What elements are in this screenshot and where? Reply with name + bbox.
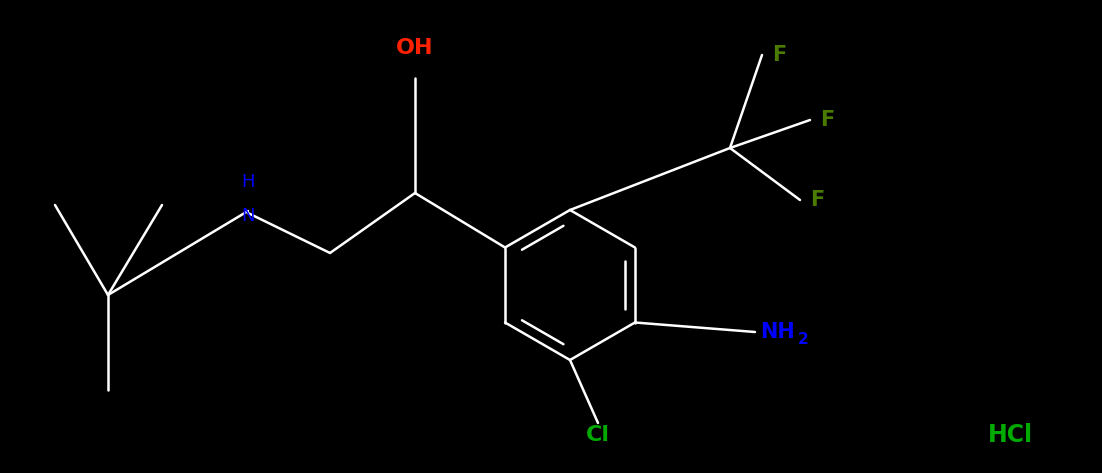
Text: F: F — [820, 110, 834, 130]
Text: F: F — [773, 45, 786, 65]
Text: F: F — [810, 190, 824, 210]
Text: NH: NH — [760, 322, 795, 342]
Text: OH: OH — [397, 38, 434, 58]
Text: HCl: HCl — [987, 423, 1033, 447]
Text: 2: 2 — [798, 332, 809, 347]
Text: H: H — [241, 173, 255, 191]
Text: Cl: Cl — [586, 425, 611, 445]
Text: N: N — [241, 207, 255, 225]
